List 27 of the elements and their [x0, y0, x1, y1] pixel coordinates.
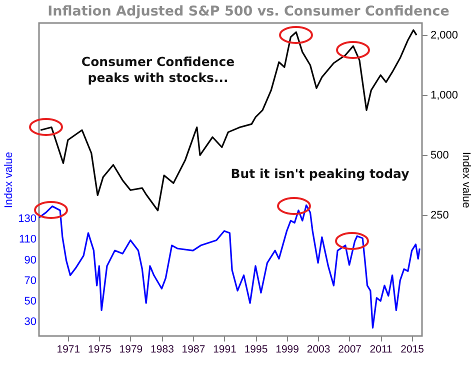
annotation: Consumer Confidence peaks with stocks... — [81, 54, 235, 85]
x-tick-label: 1971 — [56, 344, 80, 356]
x-tick-label: 1999 — [276, 344, 300, 356]
y-tick-label: 50 — [24, 295, 36, 308]
x-tick-label: 1995 — [244, 344, 268, 356]
y2-tick-label: 250 — [430, 210, 449, 222]
x-tick-label: 1983 — [150, 344, 174, 356]
x-tick-label: 1979 — [119, 344, 143, 356]
chart-title: Inflation Adjusted S&P 500 vs. Consumer Confidence — [48, 4, 450, 20]
x-tick-label: 2003 — [306, 344, 330, 356]
y-tick-label: 30 — [24, 316, 36, 328]
y-tick-label: 90 — [24, 254, 36, 266]
y2-tick-label: 1,000 — [430, 90, 458, 102]
y2-tick-label: 2,000 — [430, 30, 458, 42]
y-tick-label: 130 — [18, 213, 36, 226]
y-axis-title: Index value — [3, 152, 16, 208]
x-tick-label: 1987 — [182, 344, 206, 356]
annotation: But it isn't peaking today — [230, 166, 410, 181]
y-tick-label: 110 — [18, 234, 36, 246]
x-tick-label: 2015 — [400, 344, 424, 356]
x-tick-label: 2007 — [338, 344, 362, 356]
x-tick-label: 2011 — [370, 344, 393, 356]
y-tick-label: 70 — [24, 274, 36, 287]
y2-axis-title: Index value — [460, 152, 472, 208]
y2-tick-label: 500 — [430, 150, 449, 162]
x-tick-label: 1975 — [88, 344, 112, 356]
x-tick-label: 1991 — [213, 344, 237, 356]
